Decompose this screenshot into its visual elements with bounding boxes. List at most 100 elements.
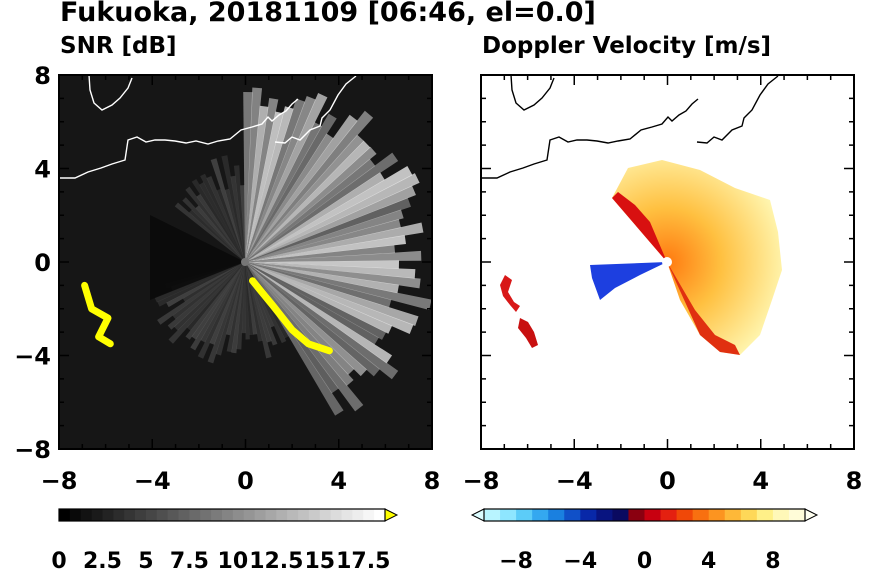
snr-echo-ray xyxy=(240,185,245,262)
snr-xtick-label: −8 xyxy=(41,467,78,495)
snr-echo-ray xyxy=(154,262,245,303)
snr-colorbar-swatch xyxy=(254,509,266,521)
snr-echo-ray xyxy=(209,262,245,345)
snr-echo-ray xyxy=(197,262,245,359)
snr-echo-ray xyxy=(236,262,245,350)
snr-echo-ray xyxy=(195,205,245,262)
doppler-colorbar-swatch xyxy=(548,509,565,521)
snr-echo-ray xyxy=(186,262,245,331)
snr-colorbar-swatch xyxy=(232,509,245,521)
doppler-colorbar-extend-min xyxy=(470,508,485,522)
snr-echo-ray xyxy=(174,262,245,331)
doppler-colorbar-swatch xyxy=(516,509,533,521)
snr-echo-ray xyxy=(245,165,413,262)
snr-echo-ray xyxy=(245,262,258,335)
snr-echo-ray xyxy=(245,133,334,262)
radar-site-marker xyxy=(241,258,249,266)
snr-echo-ray xyxy=(226,262,245,336)
snr-colorbar-swatch xyxy=(167,509,180,521)
snr-colorbar-tick-label: 12.5 xyxy=(249,549,303,570)
snr-colorbar-tick-label: 17.5 xyxy=(336,549,390,570)
doppler-colorbar-tick-label: −8 xyxy=(499,549,533,570)
snr-echo-ray xyxy=(245,262,367,377)
doppler-red-edge xyxy=(612,192,667,262)
snr-echo-ray xyxy=(245,95,316,262)
snr-colorbar-swatch xyxy=(135,509,147,521)
snr-colorbar-swatch xyxy=(319,509,332,521)
snr-colorbar-swatch xyxy=(156,509,169,521)
snr-yellow-echo xyxy=(81,281,114,348)
snr-echo-ray xyxy=(200,173,245,262)
snr-ytick-label: 8 xyxy=(34,62,51,90)
snr-ytick-label: 4 xyxy=(34,156,51,184)
snr-echo-ray xyxy=(215,262,245,356)
snr-colorbar-swatch xyxy=(69,509,82,521)
snr-panel-title: SNR [dB] xyxy=(60,33,177,59)
snr-echo-ray xyxy=(245,222,424,262)
snr-echo-ray xyxy=(245,262,399,294)
snr-echo-ray xyxy=(245,262,432,310)
snr-echo-ray xyxy=(241,262,246,334)
snr-echo-ray xyxy=(182,197,245,262)
snr-colorbar-swatch xyxy=(91,509,103,521)
snr-high-echo xyxy=(81,277,333,355)
figure-title: Fukuoka, 20181109 [06:46, el=0.0] xyxy=(60,0,596,28)
snr-echo-ray xyxy=(245,260,400,269)
snr-colorbar-tick-label: 2.5 xyxy=(83,549,122,570)
snr-ytick-label: −4 xyxy=(14,343,51,371)
snr-xtick-label: −4 xyxy=(134,467,171,495)
doppler-colorbar-swatch xyxy=(580,509,597,521)
snr-echo-ray xyxy=(245,146,377,262)
snr-echo-ray xyxy=(245,262,393,364)
doppler-colorbar-extend-max xyxy=(804,508,819,522)
doppler-plot-area xyxy=(481,75,854,449)
snr-echo-ray xyxy=(245,134,365,262)
doppler-colorbar-swatch xyxy=(740,509,758,521)
doppler-colorbar: −8 −4 0 4 8 xyxy=(470,508,819,570)
doppler-colorbar-swatch xyxy=(612,509,629,521)
doppler-colorbar-swatch xyxy=(708,509,726,521)
doppler-west-echo xyxy=(500,275,520,312)
doppler-colorbar-swatch xyxy=(564,509,581,521)
snr-echo-ray xyxy=(245,262,392,308)
snr-echo-ray xyxy=(245,262,393,334)
snr-blocked-sector xyxy=(150,215,245,300)
snr-echo-ray xyxy=(245,219,401,262)
snr-colorbar-tick-label: 10 xyxy=(218,549,249,570)
snr-echo-ray xyxy=(245,262,379,345)
snr-coastline-island xyxy=(88,75,133,111)
snr-echo-ray xyxy=(245,92,328,262)
snr-echo-ray xyxy=(167,262,245,330)
snr-echo-ray xyxy=(189,209,245,262)
snr-colorbar-swatch xyxy=(330,509,343,521)
doppler-panel-title: Doppler Velocity [m/s] xyxy=(482,33,772,59)
doppler-coastline xyxy=(481,98,699,179)
snr-echo-ray xyxy=(245,106,294,262)
snr-echo-ray xyxy=(245,114,358,262)
snr-echo-ray xyxy=(245,262,254,336)
snr-colorbar-swatch xyxy=(113,509,125,521)
snr-echo-ray xyxy=(174,202,245,262)
doppler-west-echo-2 xyxy=(518,318,538,348)
doppler-colorbar-frame xyxy=(483,508,806,522)
doppler-colorbar-swatch xyxy=(692,509,710,521)
doppler-colorbar-swatch xyxy=(532,509,549,521)
doppler-colorbar-swatch xyxy=(484,509,501,521)
snr-xtick-label: 0 xyxy=(237,467,254,495)
snr-echo-ray xyxy=(233,165,245,262)
snr-echo-ray xyxy=(199,182,245,262)
snr-xtick-label: 8 xyxy=(424,467,441,495)
snr-colorbar-swatch xyxy=(298,509,310,521)
snr-echo-ray xyxy=(191,178,245,262)
doppler-colorbar-swatch xyxy=(596,509,613,521)
snr-echo-ray xyxy=(245,250,422,262)
snr-echo-ray xyxy=(190,262,245,351)
snr-echo-ray xyxy=(226,262,245,353)
snr-echo-ray xyxy=(245,262,272,359)
snr-colorbar-swatch xyxy=(308,509,321,521)
snr-colorbar-tick-label: 5 xyxy=(138,549,153,570)
doppler-colorbar-swatch xyxy=(772,509,790,521)
snr-echo-ray xyxy=(245,262,250,340)
snr-echo-ray xyxy=(245,152,399,262)
